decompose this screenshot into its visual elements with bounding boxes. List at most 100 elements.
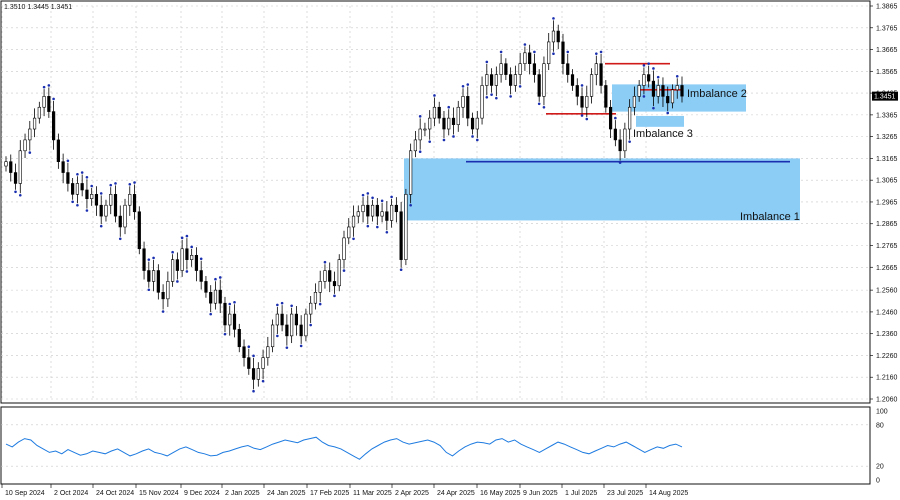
candle-body	[442, 117, 446, 130]
x-tick-label: 2 Apr 2025	[395, 490, 429, 497]
candle-body	[313, 292, 318, 304]
fractal-marker	[442, 138, 446, 142]
fractal-marker	[352, 237, 355, 241]
fractal-marker	[185, 270, 189, 273]
candle-body	[99, 204, 103, 217]
candle-body	[385, 211, 389, 221]
fractal-marker	[366, 192, 370, 195]
fractal-marker	[276, 334, 279, 338]
y-tick-label: 1.2665	[876, 265, 898, 272]
fractal-marker	[490, 93, 493, 96]
candle-body	[370, 204, 375, 217]
candle-body	[470, 117, 475, 130]
fractal-marker	[342, 269, 346, 272]
candle-body	[194, 254, 199, 271]
candle-body	[580, 96, 584, 108]
x-tick-label: 2 Oct 2024	[54, 490, 88, 497]
candle-body	[290, 313, 294, 337]
candle-body	[147, 270, 151, 282]
fractal-marker	[90, 184, 93, 188]
fractal-marker	[147, 288, 151, 292]
y-tick-label: 1.2260	[876, 353, 898, 360]
candle-body	[237, 329, 241, 348]
imbalance-label: Imbalance 3	[633, 128, 693, 140]
y-tick-label: 1.3665	[876, 47, 898, 54]
fractal-marker	[447, 105, 451, 109]
candle-body	[513, 74, 517, 86]
y-tick-label: 1.2865	[876, 221, 898, 228]
fractal-marker	[618, 161, 622, 164]
fractal-marker	[361, 193, 365, 197]
fractal-marker	[228, 302, 232, 306]
x-tick-label: 14 Aug 2025	[649, 490, 688, 497]
candle-body	[128, 194, 132, 206]
oscillator-tick-label: 0	[876, 478, 880, 485]
candle-body	[166, 281, 170, 300]
x-tick-label: 23 Jul 2025	[607, 490, 643, 497]
candle-body	[418, 128, 422, 141]
candle-body	[190, 254, 194, 260]
x-tick-label: 9 Jun 2025	[523, 490, 558, 497]
candle-body	[9, 161, 13, 173]
oscillator-series	[1, 424, 870, 467]
fractal-marker	[318, 302, 322, 306]
candle-body	[251, 368, 256, 380]
candle-body	[137, 211, 141, 250]
fractal-marker	[399, 268, 403, 272]
candle-body	[480, 85, 484, 119]
fractal-marker	[495, 96, 498, 100]
x-tick-label: 16 May 2025	[480, 490, 521, 497]
candle-body	[380, 211, 384, 217]
candle-body	[647, 74, 651, 82]
candle-body	[66, 172, 70, 184]
candle-body	[666, 96, 670, 104]
fractal-marker	[118, 237, 122, 241]
candle-body	[661, 85, 665, 97]
candle-body	[23, 139, 27, 152]
candle-body	[90, 194, 94, 199]
candle-body	[532, 63, 537, 75]
candle-body	[528, 52, 532, 64]
fractal-marker	[652, 106, 655, 110]
fractal-marker	[533, 50, 536, 54]
fractal-marker	[223, 332, 227, 336]
imbalance-labels: Imbalance 1 Imbalance 2 Imbalance 3	[633, 88, 800, 223]
candle-body	[42, 96, 46, 108]
candle-body	[423, 128, 427, 131]
candle-body	[75, 183, 80, 195]
oscillator-panel-frame	[0, 406, 871, 485]
oscillator-tick-label: 100	[876, 409, 888, 416]
candle-body	[280, 313, 284, 326]
candle-body	[47, 96, 51, 112]
y-tick-label: 1.2360	[876, 331, 898, 338]
candle-body	[461, 96, 465, 108]
fractal-marker	[14, 190, 17, 194]
candle-body	[518, 63, 522, 75]
candle-body	[294, 313, 298, 326]
fractal-marker	[656, 75, 660, 79]
y-tick-label: 1.3765	[876, 25, 898, 32]
candle-body	[651, 80, 656, 97]
candle-body	[323, 270, 327, 282]
y-tick-label: 1.2160	[876, 375, 898, 382]
candle-body	[375, 204, 379, 217]
candle-body	[680, 85, 684, 97]
candle-body	[404, 194, 408, 260]
fractal-marker	[180, 236, 184, 240]
candle-body	[180, 248, 184, 271]
fractal-marker	[80, 171, 84, 174]
imbalance-zone	[636, 115, 684, 127]
candle-body	[428, 117, 432, 130]
candle-body	[161, 292, 165, 300]
candle-body	[185, 248, 189, 260]
candle-body	[642, 74, 646, 86]
candle-body	[61, 161, 65, 173]
x-tick-label: 17 Feb 2025	[310, 490, 349, 497]
candle-body	[356, 211, 360, 217]
price-tag-value: 1.3451	[874, 94, 896, 101]
candle-body	[309, 302, 313, 315]
fractal-marker	[85, 176, 89, 179]
fractal-marker	[580, 114, 584, 117]
candle-body	[599, 63, 603, 86]
